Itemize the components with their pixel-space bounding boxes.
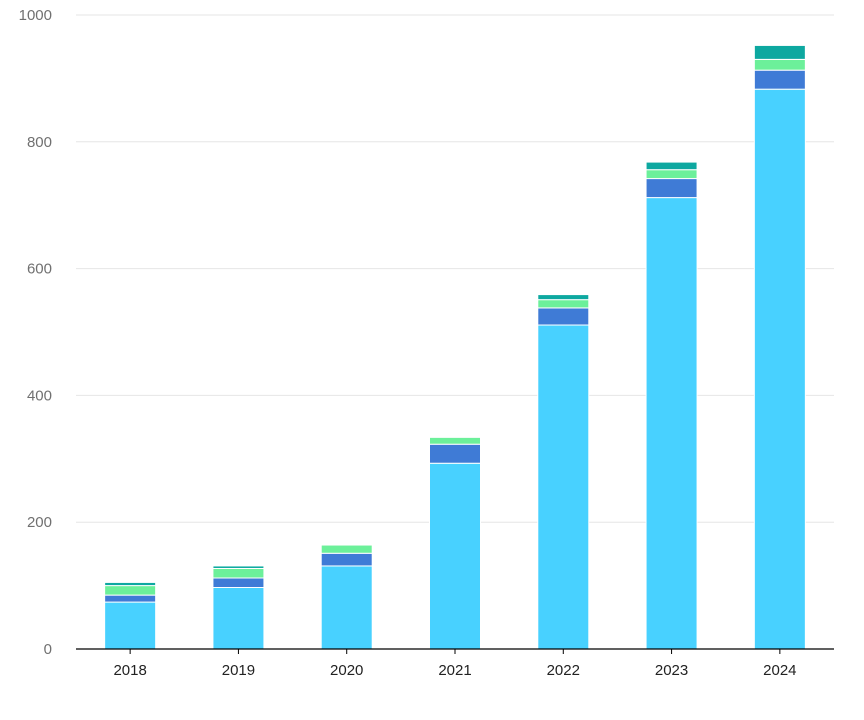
x-tick-label: 2019	[222, 662, 255, 679]
bar-segment-4	[212, 565, 265, 569]
y-tick-label: 1000	[19, 7, 52, 24]
bar-segment-3	[753, 58, 806, 71]
bar-segment-1	[753, 88, 806, 650]
y-tick-label: 0	[44, 641, 52, 658]
bar-segment-2	[429, 443, 481, 464]
y-axis-ticks: 0 200 400 600 800 1000	[19, 7, 52, 658]
bar-segment-1	[429, 462, 481, 650]
bar-stack-2018	[104, 581, 157, 650]
bar-segment-1	[320, 565, 373, 650]
bar-segment-4	[320, 543, 373, 546]
bar-segment-1	[537, 324, 590, 650]
bar-stack-2020	[320, 543, 373, 650]
x-tick-label: 2023	[655, 662, 688, 679]
bar-stack-2019	[212, 565, 265, 650]
bar-segment-4	[429, 436, 481, 438]
bar-segment-1	[645, 197, 698, 650]
bar-segment-3	[429, 436, 481, 445]
bar-segment-2	[104, 594, 157, 603]
bar-stack-2023	[645, 161, 698, 650]
x-tick-label: 2021	[438, 662, 471, 679]
bar-segment-4	[104, 581, 157, 587]
x-tick-label: 2018	[113, 662, 146, 679]
x-tick-label: 2024	[763, 662, 796, 679]
bars	[104, 44, 806, 650]
bar-segment-2	[320, 552, 373, 567]
y-tick-label: 800	[27, 134, 52, 151]
bar-segment-2	[753, 69, 806, 90]
y-tick-label: 600	[27, 261, 52, 278]
bar-segment-3	[645, 169, 698, 180]
bar-segment-2	[645, 178, 698, 199]
bar-segment-4	[537, 294, 590, 301]
bar-segment-2	[537, 307, 590, 326]
bar-segment-4	[645, 161, 698, 171]
y-tick-label: 200	[27, 514, 52, 531]
bar-segment-3	[104, 585, 157, 596]
x-tick-label: 2022	[547, 662, 580, 679]
x-axis-ticks: 2018 2019 2020 2021 2022 2023 2024	[113, 649, 797, 679]
bar-segment-1	[104, 601, 157, 650]
bar-segment-3	[537, 299, 590, 309]
bar-segment-1	[212, 587, 265, 650]
gridlines	[76, 14, 834, 523]
bar-stack-2021	[429, 436, 481, 650]
bar-segment-2	[212, 577, 265, 589]
x-tick-label: 2020	[330, 662, 363, 679]
bar-segment-3	[212, 567, 265, 579]
bar-segment-3	[320, 544, 373, 554]
bar-stack-2022	[537, 294, 590, 650]
bar-segment-4	[753, 44, 806, 60]
y-tick-label: 400	[27, 387, 52, 404]
bar-stack-2024	[753, 44, 806, 650]
